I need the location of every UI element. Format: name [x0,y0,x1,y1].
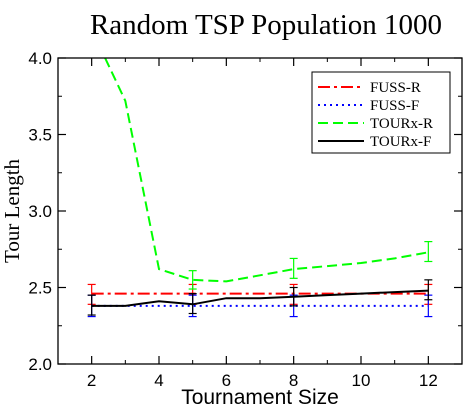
series-layer [87,58,433,318]
y-tick-label: 2.0 [28,355,52,374]
y-tick-label: 3.0 [28,202,52,221]
x-tick-label: 6 [222,371,231,390]
series-tourx-f [87,279,433,316]
x-axis-label: Tournament Size [181,386,339,409]
legend-label-fuss-r: FUSS-R [370,80,421,96]
series-fuss-r [87,283,433,305]
chart-title: Random TSP Population 1000 [90,9,442,41]
error-bar [289,257,298,279]
x-tick-label: 2 [87,371,96,390]
x-tick-label: 4 [154,371,163,390]
legend-label-tourx-r: TOURx-R [370,116,433,132]
y-tick-label: 3.5 [28,126,52,145]
error-bar [87,294,96,316]
legend: FUSS-R FUSS-F TOURx-R TOURx-F [311,71,451,154]
y-tick-label: 2.5 [28,279,52,298]
y-tick-label: 4.0 [28,49,52,68]
ticks-layer: 2 4 6 8 10 12 2.0 2.5 3.0 3.5 4.0 [28,49,462,390]
x-tick-label: 8 [289,371,298,390]
legend-box [311,71,451,154]
error-bar [424,279,433,301]
error-bar [188,270,197,290]
error-bar [424,241,433,263]
x-tick-label: 12 [419,371,438,390]
y-axis-label: Tour Length [0,158,24,263]
error-bar [188,293,197,315]
x-tick-label: 10 [352,371,371,390]
legend-label-tourx-f: TOURx-F [370,134,431,150]
series-line-tourx-f [91,289,429,307]
error-bar [289,286,298,307]
series-tourx-r [104,58,433,290]
legend-label-fuss-f: FUSS-F [370,98,419,114]
series-line-tourx-r [104,58,429,283]
